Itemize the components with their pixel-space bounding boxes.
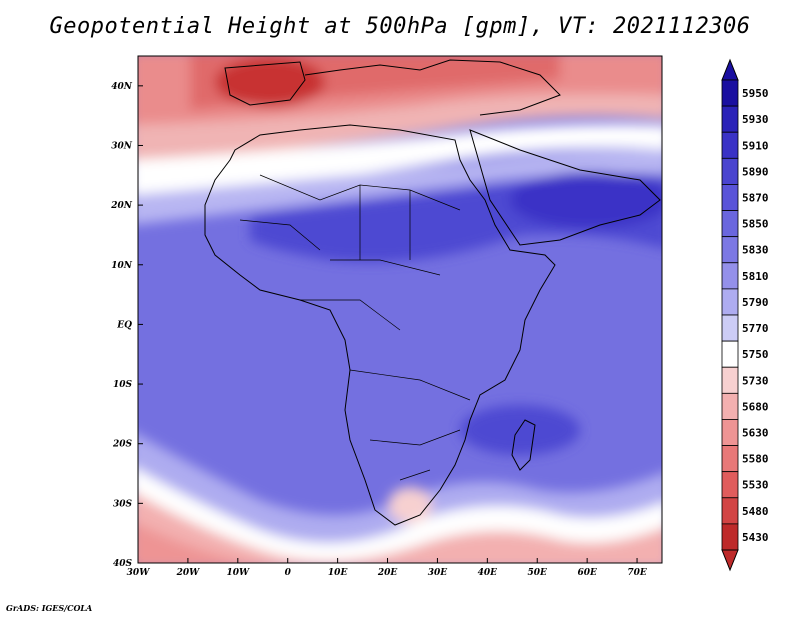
colorbar-swatch (721, 79, 739, 107)
colorbar-level-label: 5680 (742, 400, 769, 413)
colorbar-level-label: 5630 (742, 427, 769, 440)
colorbar-swatch (721, 105, 739, 133)
mediterranean-north-coast (304, 59, 561, 116)
lon-label: 10W (226, 568, 250, 578)
colorbar-level-label: 5950 (742, 87, 769, 100)
colorbar-level-label: 5810 (742, 270, 769, 283)
lat-label: 20N (110, 201, 133, 211)
lon-label: 0 (285, 568, 292, 578)
map-title: Geopotential Height at 500hPa [gpm], VT:… (49, 14, 751, 39)
colorbar-level-label: 5430 (742, 531, 769, 544)
interior-borders (239, 174, 471, 481)
colorbar-swatch (721, 131, 739, 159)
lon-label: 10E (328, 568, 348, 578)
lat-label: 40N (111, 82, 133, 92)
colorbar-level-label: 5730 (742, 374, 769, 387)
colorbar-swatch (721, 157, 739, 185)
colorbar-swatch (721, 184, 739, 211)
lat-label: 10S (113, 380, 133, 390)
colorbar-swatch (721, 419, 739, 446)
lon-label: 30E (428, 568, 448, 578)
colorbar-top-arrow (721, 58, 739, 81)
colorbar-swatch (721, 445, 739, 473)
colorbar-level-label: 5830 (742, 244, 769, 257)
colorbar-level-label: 5480 (742, 505, 769, 518)
colorbar-swatch (721, 340, 739, 368)
colorbar-bottom-arrow (721, 549, 739, 572)
lon-label: 20E (377, 568, 398, 578)
height-field (138, 56, 662, 563)
lat-label: 30S (113, 499, 133, 509)
africa-coastline (204, 124, 556, 526)
lon-label: 40E (478, 568, 498, 578)
colorbar-swatch (721, 236, 739, 264)
colorbar-swatch (721, 471, 739, 499)
longitude-axis: 30W 20W 10W 0 10E 20E 30E 40E 50E 60E 70E (127, 558, 647, 578)
colorbar-swatch (721, 392, 739, 420)
lon-label: 70E (627, 568, 647, 578)
lon-label: 60E (577, 568, 597, 578)
lat-label: 30N (111, 141, 133, 151)
map-frame (137, 55, 663, 564)
colorbar-swatch (721, 262, 739, 290)
lat-label: EQ (116, 320, 132, 330)
lon-label: 20W (176, 568, 201, 578)
lon-label: 30W (127, 568, 151, 578)
colorbar-level-label: 5770 (742, 322, 769, 335)
colorbar-swatch (721, 314, 739, 342)
colorbar-level-label: 5910 (742, 139, 769, 152)
colorbar-level-label: 5790 (742, 296, 769, 309)
lat-label: 10N (111, 261, 133, 271)
latitude-axis: 40N 30N 20N 10N EQ 10S 20S 30S 40S (110, 82, 143, 569)
colorbar-level-label: 5850 (742, 218, 769, 231)
colorbar-level-label: 5750 (742, 348, 769, 361)
colorbar-swatch (721, 366, 739, 394)
colorbar-level-label: 5890 (742, 165, 769, 178)
colorbar-level-label: 5870 (742, 192, 769, 205)
colorbar-level-label: 5930 (742, 113, 769, 126)
coastlines (204, 59, 661, 526)
colorbar-swatch (721, 288, 739, 316)
colorbar-swatch (721, 497, 739, 525)
colorbar-level-label: 5580 (742, 453, 769, 466)
colorbar: 5950 5930 5910 5890 5870 5850 5830 5810 5790 5770… (721, 58, 769, 572)
colorbar-swatch (721, 210, 739, 238)
lon-label: 50E (528, 568, 548, 578)
iberia-outline (224, 61, 306, 106)
lat-label: 20S (112, 440, 133, 450)
madagascar-outline (511, 419, 536, 471)
arabia-outline (469, 129, 661, 246)
colorbar-level-label: 5530 (742, 479, 769, 492)
credit-text: GrADS: IGES/COLA (6, 603, 93, 613)
lat-label: 40S (113, 559, 133, 569)
colorbar-swatch (721, 523, 739, 551)
